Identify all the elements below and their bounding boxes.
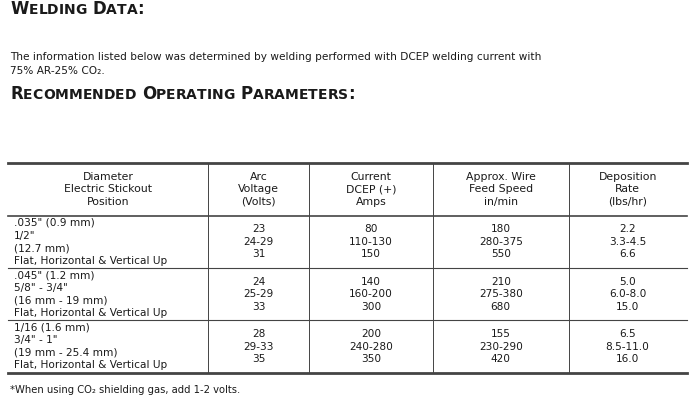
Text: :: :: [348, 85, 355, 103]
Text: M: M: [69, 88, 82, 102]
Text: D: D: [47, 3, 58, 17]
Text: A: A: [186, 88, 197, 102]
Text: M: M: [285, 88, 299, 102]
Text: 5.0
6.0-8.0
15.0: 5.0 6.0-8.0 15.0: [609, 276, 646, 312]
Text: G: G: [76, 3, 87, 17]
Text: I: I: [207, 88, 212, 102]
Text: E: E: [115, 88, 124, 102]
Text: E: E: [82, 88, 92, 102]
Text: .035" (0.9 mm)
1/2"
(12.7 mm)
Flat, Horizontal & Vertical Up: .035" (0.9 mm) 1/2" (12.7 mm) Flat, Hori…: [14, 218, 167, 266]
Text: N: N: [92, 88, 104, 102]
Text: R: R: [176, 88, 186, 102]
Text: O: O: [142, 85, 156, 103]
Text: :: :: [138, 0, 144, 18]
Text: Diameter
Electric Stickout
Position: Diameter Electric Stickout Position: [65, 172, 152, 207]
Text: E: E: [23, 88, 33, 102]
Text: P: P: [156, 88, 166, 102]
Text: Approx. Wire
Feed Speed
in/min: Approx. Wire Feed Speed in/min: [466, 172, 536, 207]
Text: W: W: [10, 0, 28, 18]
Text: 200
240-280
350: 200 240-280 350: [349, 329, 393, 364]
Text: A: A: [275, 88, 285, 102]
Text: L: L: [38, 3, 47, 17]
Text: D: D: [124, 88, 136, 102]
Text: E: E: [299, 88, 309, 102]
Text: T: T: [197, 88, 207, 102]
Text: R: R: [10, 85, 23, 103]
Text: A: A: [126, 3, 138, 17]
Text: E: E: [318, 88, 327, 102]
Text: A: A: [106, 3, 117, 17]
Text: 6.5
8.5-11.0
16.0: 6.5 8.5-11.0 16.0: [606, 329, 650, 364]
Text: 80
110-130
150: 80 110-130 150: [349, 224, 393, 260]
Text: R: R: [263, 88, 275, 102]
Text: 210
275-380
680: 210 275-380 680: [479, 276, 523, 312]
Text: E: E: [28, 3, 38, 17]
Text: N: N: [64, 3, 76, 17]
Text: 180
280-375
550: 180 280-375 550: [479, 224, 523, 260]
Text: Current
DCEP (+)
Amps: Current DCEP (+) Amps: [345, 172, 396, 207]
Text: M: M: [55, 88, 69, 102]
Text: Deposition
Rate
(lbs/hr): Deposition Rate (lbs/hr): [598, 172, 657, 207]
Text: 2.2
3.3-4.5
6.6: 2.2 3.3-4.5 6.6: [609, 224, 646, 260]
Text: 23
24-29
31: 23 24-29 31: [243, 224, 274, 260]
Text: 155
230-290
420: 155 230-290 420: [479, 329, 523, 364]
Text: *When using CO₂ shielding gas, add 1-2 volts.: *When using CO₂ shielding gas, add 1-2 v…: [10, 385, 240, 395]
Text: G: G: [224, 88, 235, 102]
Text: T: T: [117, 3, 126, 17]
Text: A: A: [253, 88, 263, 102]
Text: Arc
Voltage
(Volts): Arc Voltage (Volts): [238, 172, 279, 207]
Text: N: N: [212, 88, 224, 102]
Text: 1/16 (1.6 mm)
3/4" - 1"
(19 mm - 25.4 mm)
Flat, Horizontal & Vertical Up: 1/16 (1.6 mm) 3/4" - 1" (19 mm - 25.4 mm…: [14, 323, 167, 370]
Text: S: S: [338, 88, 348, 102]
Text: E: E: [166, 88, 176, 102]
Text: T: T: [309, 88, 318, 102]
Text: R: R: [327, 88, 338, 102]
Text: I: I: [58, 3, 64, 17]
Text: O: O: [43, 88, 55, 102]
Text: 140
160-200
300: 140 160-200 300: [349, 276, 393, 312]
Text: The information listed below was determined by welding performed with DCEP weldi: The information listed below was determi…: [10, 52, 542, 76]
Text: 24
25-29
33: 24 25-29 33: [243, 276, 274, 312]
Text: P: P: [240, 85, 253, 103]
Text: D: D: [104, 88, 115, 102]
Text: .045" (1.2 mm)
5/8" - 3/4"
(16 mm - 19 mm)
Flat, Horizontal & Vertical Up: .045" (1.2 mm) 5/8" - 3/4" (16 mm - 19 m…: [14, 270, 167, 318]
Text: 28
29-33
35: 28 29-33 35: [243, 329, 274, 364]
Text: D: D: [92, 0, 106, 18]
Text: C: C: [33, 88, 43, 102]
